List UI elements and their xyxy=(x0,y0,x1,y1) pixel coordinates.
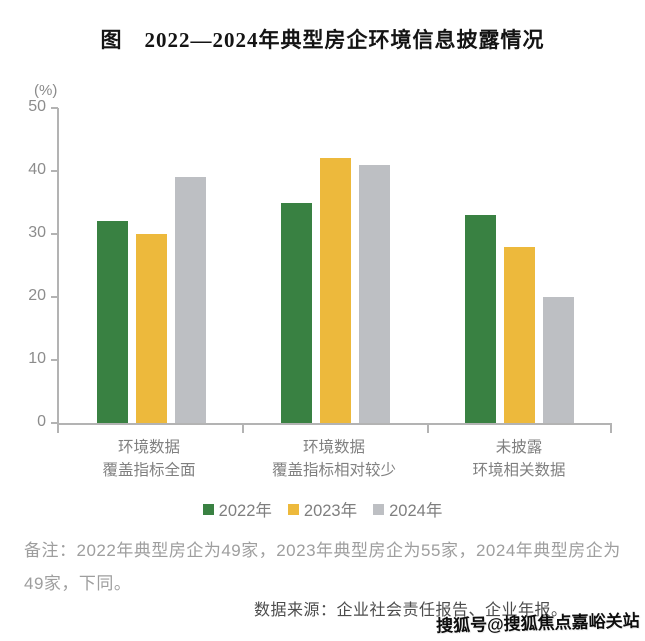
bar-2022年-group3 xyxy=(465,215,497,423)
legend-label-2024年: 2024年 xyxy=(389,502,443,520)
y-tick-mark-20 xyxy=(51,296,58,298)
bar-2024年-group2 xyxy=(358,164,390,423)
footnote-text: 备注：2022年典型房企为49家，2023年典型房企为55家，2024年典型房企… xyxy=(24,541,621,593)
legend-swatch-2022年 xyxy=(202,503,214,515)
y-tick-mark-40 xyxy=(51,170,58,172)
data-source-text: 数据来源：企业社会责任报告、企业年报。 xyxy=(254,602,568,619)
x-tick-mark-0 xyxy=(57,425,59,433)
y-tick-mark-30 xyxy=(51,233,58,235)
legend-swatch-2023年 xyxy=(287,503,299,515)
watermark-text: 搜狐号@搜狐焦点嘉峪关站 xyxy=(435,611,640,636)
bar-2023年-group3 xyxy=(504,246,536,423)
x-category-label-line: 未披露 xyxy=(495,439,543,456)
legend-label-2022年: 2022年 xyxy=(218,502,272,520)
bar-group-1 xyxy=(59,108,243,423)
x-category-label-1: 环境数据覆盖指标全面 xyxy=(56,436,242,482)
y-tick-mark-0 xyxy=(51,422,58,424)
bar-2023年-group1 xyxy=(135,234,167,423)
bar-2024年-group3 xyxy=(543,297,575,423)
plot-area xyxy=(57,108,612,425)
legend-swatch-2024年 xyxy=(373,503,385,515)
x-category-label-line: 覆盖指标全面 xyxy=(102,462,196,479)
legend-item-2022年: 2022年 xyxy=(202,497,272,521)
bar-2022年-group1 xyxy=(96,221,128,423)
y-tick-label-10: 10 xyxy=(28,350,46,367)
x-category-label-line: 环境数据 xyxy=(117,439,180,456)
y-axis-unit-label: (%) xyxy=(34,82,58,99)
legend-item-2024年: 2024年 xyxy=(373,497,442,521)
y-tick-label-20: 20 xyxy=(28,287,46,304)
bar-group-3 xyxy=(428,108,612,423)
y-tick-label-0: 0 xyxy=(37,413,46,430)
legend-item-2023年: 2023年 xyxy=(287,497,358,521)
y-tick-mark-50 xyxy=(51,107,58,109)
bar-2024年-group1 xyxy=(174,177,206,423)
y-tick-label-40: 40 xyxy=(28,161,46,178)
x-tick-mark-3 xyxy=(610,425,612,433)
x-category-label-line: 环境相关数据 xyxy=(472,462,566,479)
chart-legend: 2022年 2023年 2024年 xyxy=(0,497,645,521)
x-category-label-3: 未披露 环境相关数据 xyxy=(426,436,612,482)
bar-2023年-group2 xyxy=(319,158,351,423)
x-category-label-2: 环境数据覆盖指标相对较少 xyxy=(241,436,427,482)
y-tick-label-50: 50 xyxy=(28,98,46,115)
x-category-label-line: 环境数据 xyxy=(302,439,365,456)
bar-chart: 2022年 2023年 2024年 0 10 20 30 40 50 环境数据 覆盖指标全面 环境数… xyxy=(0,85,645,530)
bar-2022年-group2 xyxy=(280,202,312,423)
x-category-label-line: 覆盖指标相对较少 xyxy=(271,462,396,479)
y-tick-label-30: 30 xyxy=(28,224,46,241)
chart-title: 图 2022—2024年典型房企环境信息披露情况 xyxy=(100,28,545,52)
x-tick-mark-1 xyxy=(242,425,244,433)
x-tick-mark-2 xyxy=(427,425,429,433)
legend-label-2023年: 2023年 xyxy=(303,502,358,520)
bar-group-2 xyxy=(243,108,427,423)
y-tick-mark-10 xyxy=(51,359,58,361)
